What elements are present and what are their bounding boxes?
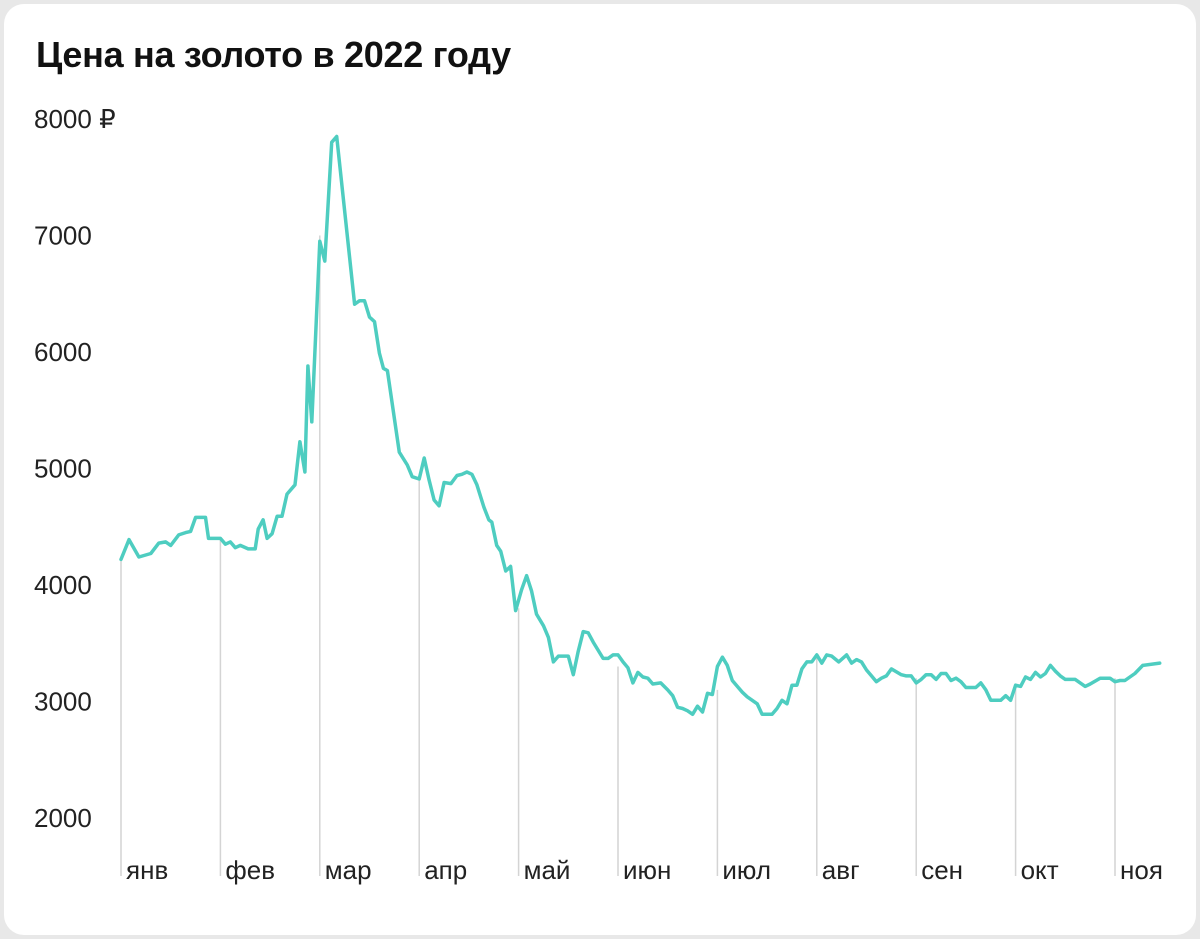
x-tick-label: авг	[822, 855, 860, 885]
y-tick-label: 8000 ₽	[34, 104, 116, 134]
series-line	[119, 134, 1162, 717]
x-tick-label: июн	[623, 855, 671, 885]
x-tick-label: мар	[325, 855, 372, 885]
y-tick-label: 6000	[34, 337, 92, 367]
y-tick-label: 4000	[34, 570, 92, 600]
y-tick-label: 2000	[34, 803, 92, 833]
x-tick-label: окт	[1021, 855, 1059, 885]
chart-title: Цена на золото в 2022 году	[36, 34, 511, 75]
x-tick-label: сен	[921, 855, 963, 885]
y-tick-label: 7000	[34, 221, 92, 251]
line-chart: янв фев мар апр май июн июл авг сен окт ноя 8000 ₽ 7…	[34, 104, 1163, 885]
chart-card: Цена на золото в 2022 году янв фев мар апр м…	[4, 4, 1196, 935]
x-tick-label: фев	[225, 855, 275, 885]
y-tick-label: 5000	[34, 454, 92, 484]
x-tick-label: ноя	[1120, 855, 1163, 885]
x-tick-label: апр	[424, 855, 467, 885]
x-tick-label: май	[524, 855, 571, 885]
y-tick-label: 3000	[34, 687, 92, 717]
x-tick-label: янв	[126, 855, 168, 885]
x-tick-label: июл	[722, 855, 771, 885]
